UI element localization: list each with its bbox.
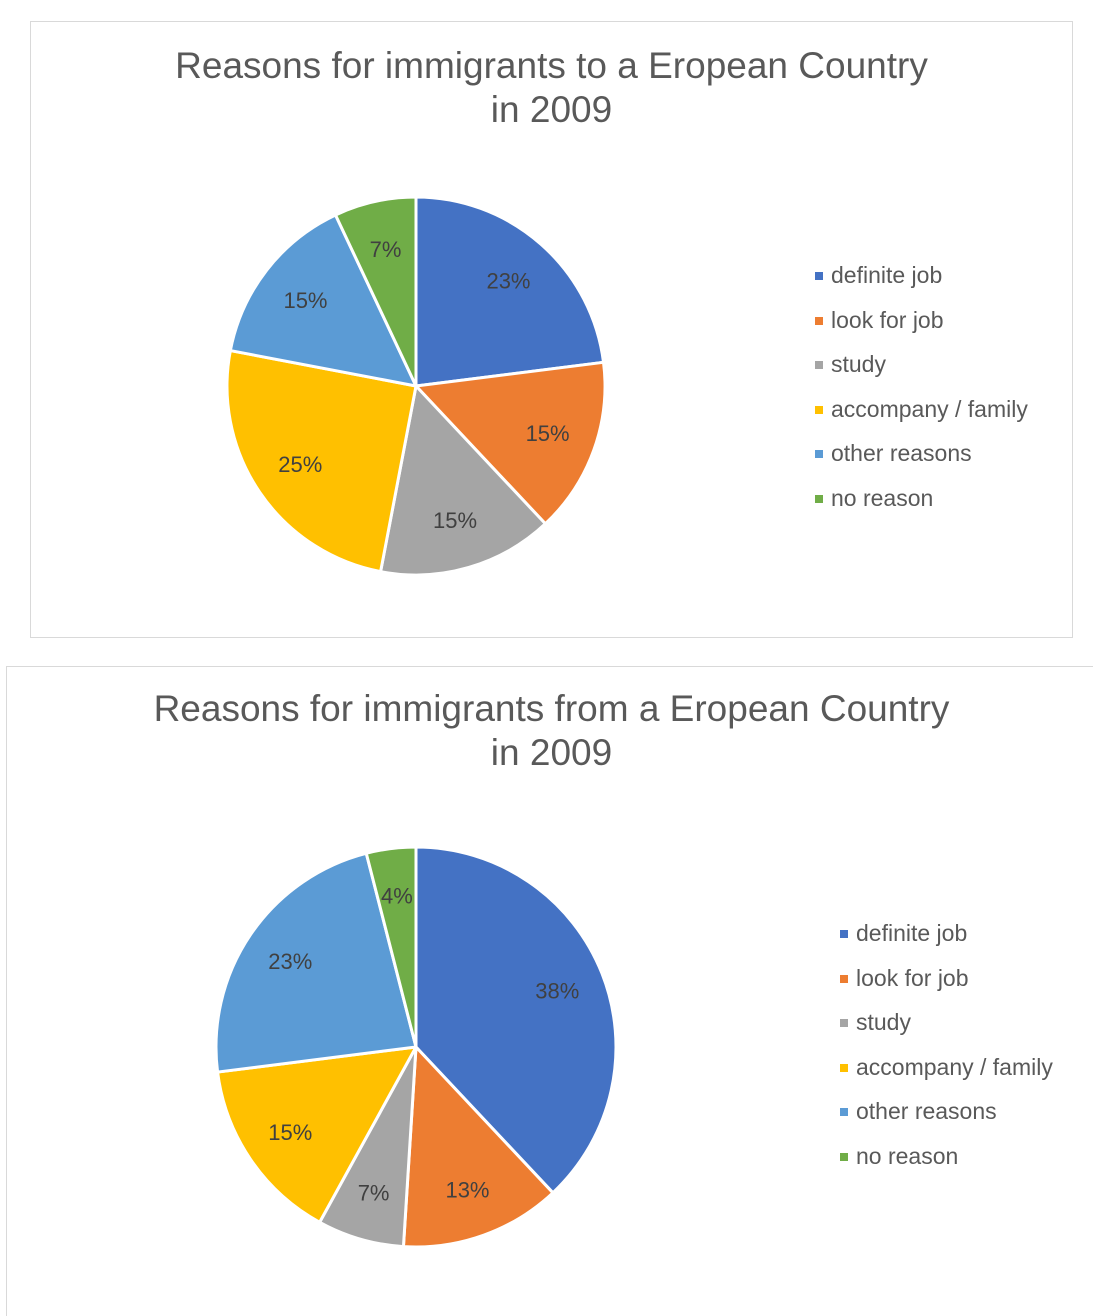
legend-label: accompany / family (856, 1053, 1053, 1080)
legend-label: look for job (856, 964, 969, 991)
slice-no-reason (334, 195, 418, 388)
legend-item-look-for-job: look for job (815, 298, 1028, 343)
legend-item-no-reason: no reason (815, 476, 1028, 521)
legend-swatch (840, 1108, 848, 1116)
data-label: 38% (535, 979, 579, 1004)
data-label: 7% (358, 1180, 390, 1205)
chart-title-line: in 2009 (490, 732, 613, 773)
legend-label: accompany / family (831, 395, 1028, 422)
chart-title: Reasons for immigrants from a Eropean Co… (7, 687, 1093, 775)
legend-swatch (815, 405, 823, 414)
slice-no-reason (364, 845, 418, 1049)
legend-item-definite-job: definite job (840, 911, 1053, 956)
legend-swatch (840, 1152, 848, 1161)
slice-accompany-family (216, 1045, 418, 1224)
legend-swatch (815, 494, 823, 503)
slice-other-reasons (228, 213, 418, 388)
slice-study (379, 384, 547, 577)
slice-look-for-job (401, 1045, 555, 1249)
legend-item-study: study (815, 342, 1028, 387)
legend-swatch (840, 1019, 848, 1027)
legend-swatch (840, 930, 848, 938)
legend-label: no reason (831, 484, 934, 511)
legend-swatch (815, 316, 823, 325)
legend-item-no-reason: no reason (840, 1134, 1053, 1179)
chart-to-europe: Reasons for immigrants to a Eropean Coun… (30, 21, 1073, 638)
legend-label: definite job (831, 262, 943, 288)
legend-swatch (815, 272, 823, 280)
legend-label: study (856, 1009, 911, 1035)
legend-label: other reasons (856, 1098, 997, 1124)
legend-item-other-reasons: other reasons (815, 431, 1028, 476)
data-label: 15% (433, 508, 477, 533)
data-label: 7% (370, 237, 402, 262)
chart-title-line: Reasons for immigrants from a Eropean Co… (153, 688, 950, 729)
legend-item-look-for-job: look for job (840, 956, 1053, 1001)
legend-item-other-reasons: other reasons (840, 1089, 1053, 1134)
chart-title: Reasons for immigrants to a Eropean Coun… (31, 44, 1072, 132)
pie-chart: 38% 13% 7% 15% 23% 4% (214, 845, 618, 1249)
data-label: 13% (445, 1178, 489, 1203)
slice-definite-job (414, 195, 606, 388)
slice-other-reasons (214, 851, 418, 1074)
legend: definite job look for job study accompan… (840, 911, 1053, 1178)
chart-from-europe: Reasons for immigrants from a Eropean Co… (6, 666, 1093, 1316)
data-label: 15% (268, 1120, 312, 1145)
legend-swatch (815, 450, 823, 458)
slice-look-for-job (414, 360, 607, 526)
legend-label: look for job (831, 306, 944, 333)
legend-label: other reasons (831, 440, 972, 466)
legend-item-accompany-family: accompany / family (840, 1045, 1053, 1090)
legend: definite job look for job study accompan… (815, 253, 1028, 520)
slice-definite-job (414, 845, 618, 1195)
legend-swatch (840, 1063, 848, 1072)
chart-title-line: Reasons for immigrants to a Eropean Coun… (175, 45, 928, 86)
legend-label: study (831, 351, 886, 377)
legend-item-study: study (840, 1000, 1053, 1045)
legend-label: definite job (856, 920, 968, 946)
legend-item-accompany-family: accompany / family (815, 387, 1028, 432)
data-label: 23% (268, 949, 312, 974)
pie-chart: 23% 15% 15% 25% 15% 7% (225, 195, 607, 577)
data-label: 4% (381, 884, 413, 909)
slice-accompany-family (225, 349, 418, 574)
data-label: 25% (278, 452, 322, 477)
data-label: 15% (283, 288, 327, 313)
legend-label: no reason (856, 1142, 959, 1169)
legend-item-definite-job: definite job (815, 253, 1028, 298)
chart-title-line: in 2009 (490, 89, 613, 130)
legend-swatch (840, 974, 848, 983)
data-label: 15% (526, 421, 570, 446)
data-label: 23% (486, 269, 530, 294)
legend-swatch (815, 361, 823, 369)
